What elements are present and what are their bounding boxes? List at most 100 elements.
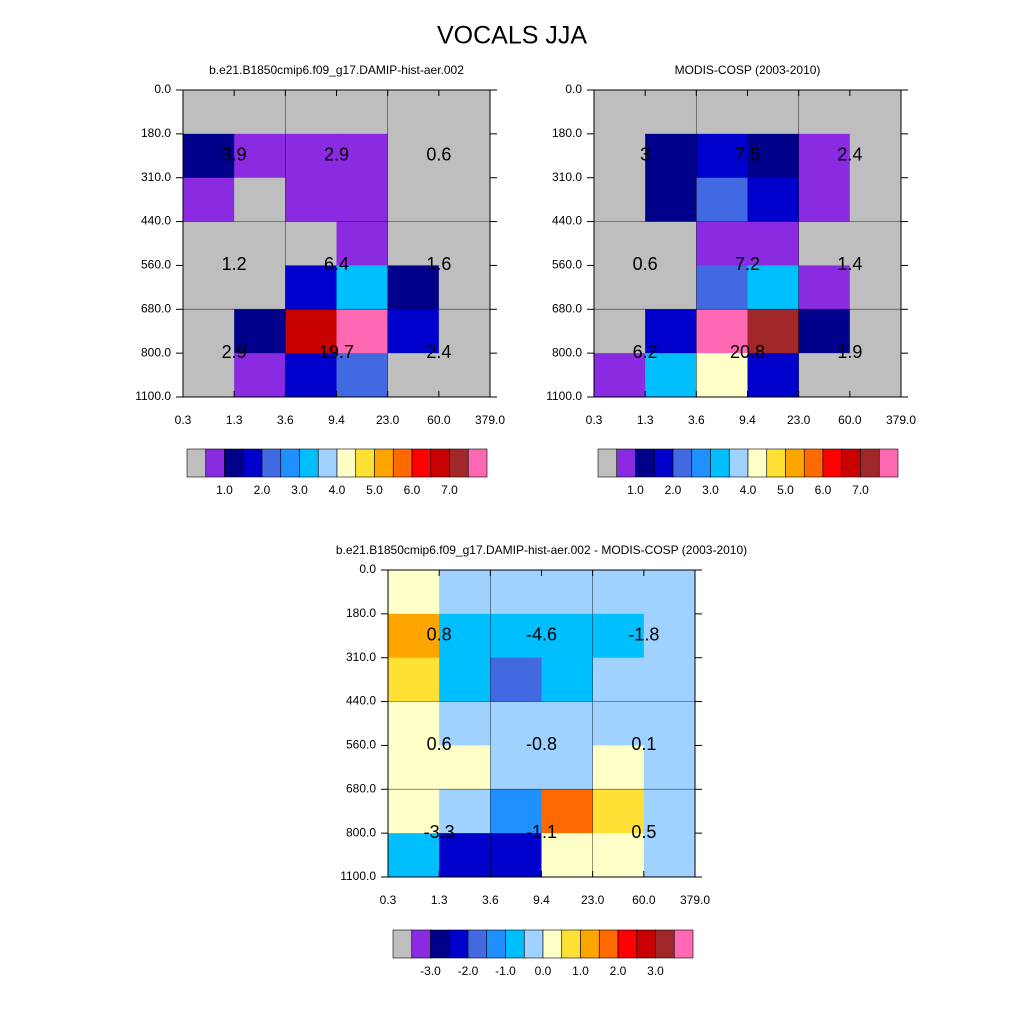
colorbar-label: 6.0 bbox=[815, 483, 832, 497]
colorbar-swatch bbox=[597, 448, 618, 478]
heatmap-cell bbox=[183, 133, 235, 179]
heatmap-cell bbox=[490, 745, 542, 790]
y-tick-label: 180.0 bbox=[552, 126, 582, 140]
heatmap-cell bbox=[490, 657, 542, 703]
heatmap-cell bbox=[643, 701, 696, 746]
heatmap-cell bbox=[592, 745, 645, 790]
y-tick-label: 800.0 bbox=[141, 345, 171, 359]
cell-annotation: 2.9 bbox=[222, 342, 247, 362]
colorbar-swatch bbox=[242, 448, 263, 478]
heatmap-cell bbox=[798, 265, 851, 310]
colorbar-swatch bbox=[186, 448, 207, 478]
heatmap-cell bbox=[541, 657, 594, 703]
heatmap-cell bbox=[490, 613, 542, 659]
colorbar-swatch bbox=[636, 929, 656, 959]
heatmap-cell bbox=[387, 309, 440, 354]
x-tick-label: 23.0 bbox=[787, 413, 811, 427]
heatmap-cell bbox=[387, 353, 440, 398]
heatmap-cell bbox=[592, 570, 645, 615]
colorbar-swatch bbox=[505, 929, 525, 959]
heatmap-cell bbox=[747, 309, 800, 354]
heatmap-cell bbox=[798, 90, 851, 135]
colorbar-swatch bbox=[523, 929, 544, 959]
heatmap-cell bbox=[285, 265, 337, 310]
colorbar-swatch bbox=[747, 448, 768, 478]
cell-annotation: 19.7 bbox=[319, 342, 354, 362]
heatmap-cell bbox=[183, 353, 235, 398]
x-tick-label: 9.4 bbox=[533, 893, 550, 907]
figure-title: VOCALS JJA bbox=[437, 22, 587, 50]
heatmap-cell bbox=[490, 701, 542, 746]
heatmap-cell bbox=[438, 309, 491, 354]
colorbar-swatch bbox=[299, 448, 319, 478]
y-tick-label: 440.0 bbox=[346, 694, 376, 708]
cell-annotation: 1.4 bbox=[837, 254, 862, 274]
heatmap-cell bbox=[798, 309, 851, 354]
colorbar-label: 7.0 bbox=[441, 483, 458, 497]
colorbar-label: 3.0 bbox=[291, 483, 308, 497]
y-tick-label: 0.0 bbox=[359, 562, 376, 576]
heatmap-cell bbox=[234, 265, 286, 310]
y-tick-label: 680.0 bbox=[141, 301, 171, 315]
heatmap-cell bbox=[696, 90, 748, 135]
heatmap-cell bbox=[490, 833, 542, 878]
colorbar-swatch bbox=[653, 448, 674, 478]
cell-annotation: 0.6 bbox=[633, 254, 658, 274]
heatmap-cell bbox=[336, 309, 389, 354]
cell-annotation: 0.6 bbox=[426, 145, 451, 165]
colorbar-swatch bbox=[355, 448, 375, 478]
colorbar-swatch bbox=[205, 448, 225, 478]
y-tick-label: 180.0 bbox=[346, 606, 376, 620]
heatmap-cell bbox=[594, 265, 646, 310]
heatmap-cell bbox=[438, 265, 491, 310]
heatmap-cell bbox=[696, 353, 748, 398]
heatmap-cell bbox=[541, 745, 594, 790]
heatmap-cell bbox=[798, 221, 851, 266]
heatmap-cell bbox=[592, 833, 645, 878]
heatmap-cell bbox=[645, 265, 697, 310]
heatmap-cell bbox=[285, 221, 337, 266]
colorbar-label: 2.0 bbox=[610, 964, 627, 978]
heatmap-cell bbox=[388, 613, 440, 659]
x-tick-label: 1.3 bbox=[637, 413, 654, 427]
colorbar-swatch bbox=[785, 448, 805, 478]
colorbar-swatch bbox=[766, 448, 786, 478]
colorbar-swatch bbox=[448, 929, 469, 959]
heatmap-cell bbox=[183, 265, 235, 310]
heatmap-cell bbox=[643, 833, 696, 878]
heatmap-cell bbox=[285, 353, 337, 398]
heatmap-cell bbox=[336, 265, 389, 310]
cell-annotation: 2.9 bbox=[324, 145, 349, 165]
heatmap-cell bbox=[183, 177, 235, 223]
heatmap-cell bbox=[387, 90, 440, 135]
colorbar-swatch bbox=[317, 448, 338, 478]
x-tick-label: 379.0 bbox=[680, 893, 710, 907]
colorbar-swatch bbox=[635, 448, 655, 478]
cell-annotation: 20.8 bbox=[730, 342, 765, 362]
heatmap-cell bbox=[336, 177, 389, 223]
x-tick-label: 60.0 bbox=[427, 413, 451, 427]
heatmap-cell bbox=[183, 221, 235, 266]
heatmap-cell bbox=[490, 570, 542, 615]
heatmap-cell bbox=[747, 353, 800, 398]
heatmap-cell bbox=[643, 657, 696, 703]
colorbar-swatch bbox=[822, 448, 843, 478]
panel-title: b.e21.B1850cmip6.f09_g17.DAMIP-hist-aer.… bbox=[209, 63, 464, 77]
heatmap-cell bbox=[439, 570, 491, 615]
cell-annotation: 6.4 bbox=[324, 254, 349, 274]
x-tick-label: 3.6 bbox=[688, 413, 705, 427]
heatmap-cell bbox=[643, 613, 696, 659]
heatmap-cell bbox=[490, 789, 542, 834]
heatmap-cell bbox=[439, 613, 491, 659]
colorbar-swatch bbox=[411, 448, 432, 478]
heatmap-cell bbox=[438, 221, 491, 266]
heatmap-cell bbox=[439, 789, 491, 834]
heatmap-cell bbox=[439, 745, 491, 790]
heatmap-cell bbox=[387, 221, 440, 266]
colorbar-swatch bbox=[616, 448, 636, 478]
heatmap-cell bbox=[747, 221, 800, 266]
heatmap-cell bbox=[285, 90, 337, 135]
heatmap-cell bbox=[387, 177, 440, 223]
x-tick-label: 1.3 bbox=[431, 893, 448, 907]
cell-annotation: -4.6 bbox=[526, 625, 557, 645]
